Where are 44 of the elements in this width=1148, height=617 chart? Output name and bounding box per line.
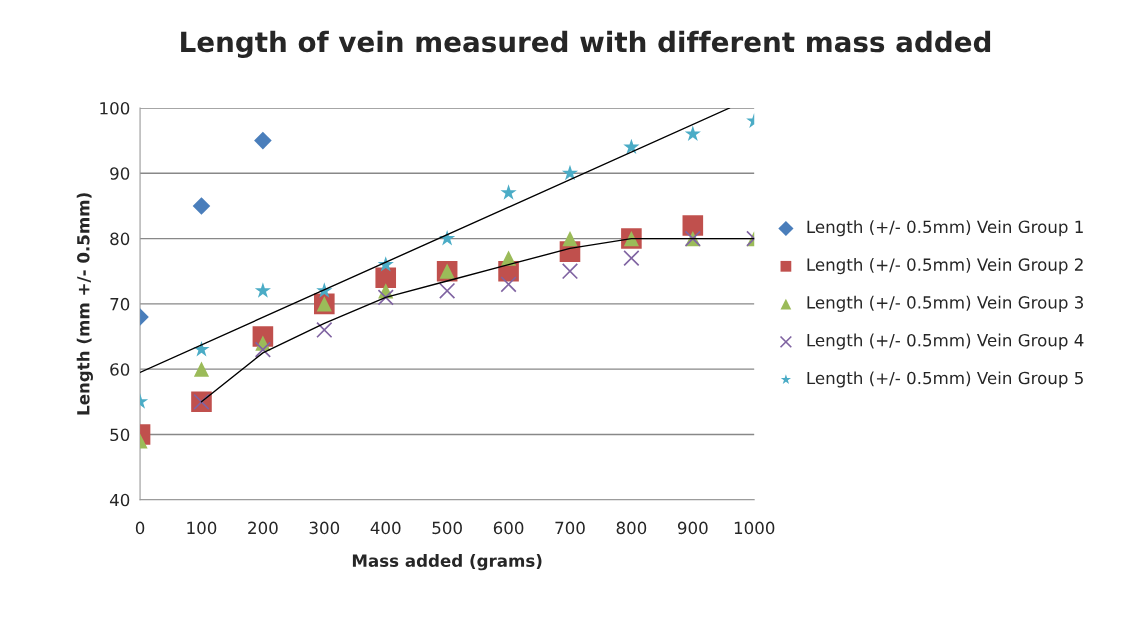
y-tick-label: 100 — [100, 101, 130, 115]
x-tick-label: 500 — [432, 521, 462, 535]
point — [254, 341, 272, 358]
point — [684, 125, 701, 141]
y-tick-label: 90 — [110, 167, 130, 180]
x-axis-title: Mass added (grams) — [352, 554, 542, 571]
y-tick-label: 70 — [110, 297, 130, 311]
x-tick-label: 800 — [616, 521, 647, 535]
point — [562, 230, 578, 247]
point — [682, 215, 704, 236]
y-tick-label: 80 — [110, 232, 130, 246]
y-tick-label: 40 — [109, 493, 130, 507]
point — [377, 289, 394, 306]
x-tick-label: 100 — [187, 521, 217, 535]
y-axis-title: Length (mm +/- 0.5mm) — [76, 193, 93, 415]
point — [500, 184, 517, 200]
chart-title: Length of vein measured with different mass added — [181, 30, 991, 58]
x-tick-label: 0 — [135, 521, 145, 535]
legend-label: Length (+/- 0.5mm) Vein Group 4 — [807, 333, 1084, 350]
x-tick-label: 300 — [309, 521, 340, 535]
y-tick-label: 50 — [110, 428, 130, 442]
point — [192, 197, 211, 215]
point — [193, 361, 210, 377]
y-tick-label: 60 — [110, 363, 130, 376]
point — [375, 267, 397, 289]
point — [561, 164, 579, 181]
point — [254, 131, 272, 150]
point — [561, 263, 579, 280]
x-tick-label: 700 — [555, 521, 585, 535]
point — [193, 341, 210, 357]
legend-label: Length (+/- 0.5mm) Vein Group 1 — [807, 220, 1083, 237]
legend-label: Length (+/- 0.5mm) Vein Group 5 — [807, 371, 1083, 388]
legend-label: Length (+/- 0.5mm) Vein Group 3 — [807, 295, 1084, 312]
point — [316, 321, 333, 339]
point — [500, 276, 517, 293]
point — [623, 250, 640, 267]
x-tick-label: 1000 — [734, 521, 775, 535]
point — [254, 282, 271, 298]
x-tick-label: 400 — [370, 521, 401, 535]
x-tick-label: 900 — [677, 521, 708, 535]
legend-label: Length (+/- 0.5mm) Vein Group 2 — [807, 258, 1083, 275]
point — [439, 282, 456, 299]
x-tick-label: 200 — [248, 521, 278, 535]
x-tick-label: 600 — [493, 521, 524, 535]
